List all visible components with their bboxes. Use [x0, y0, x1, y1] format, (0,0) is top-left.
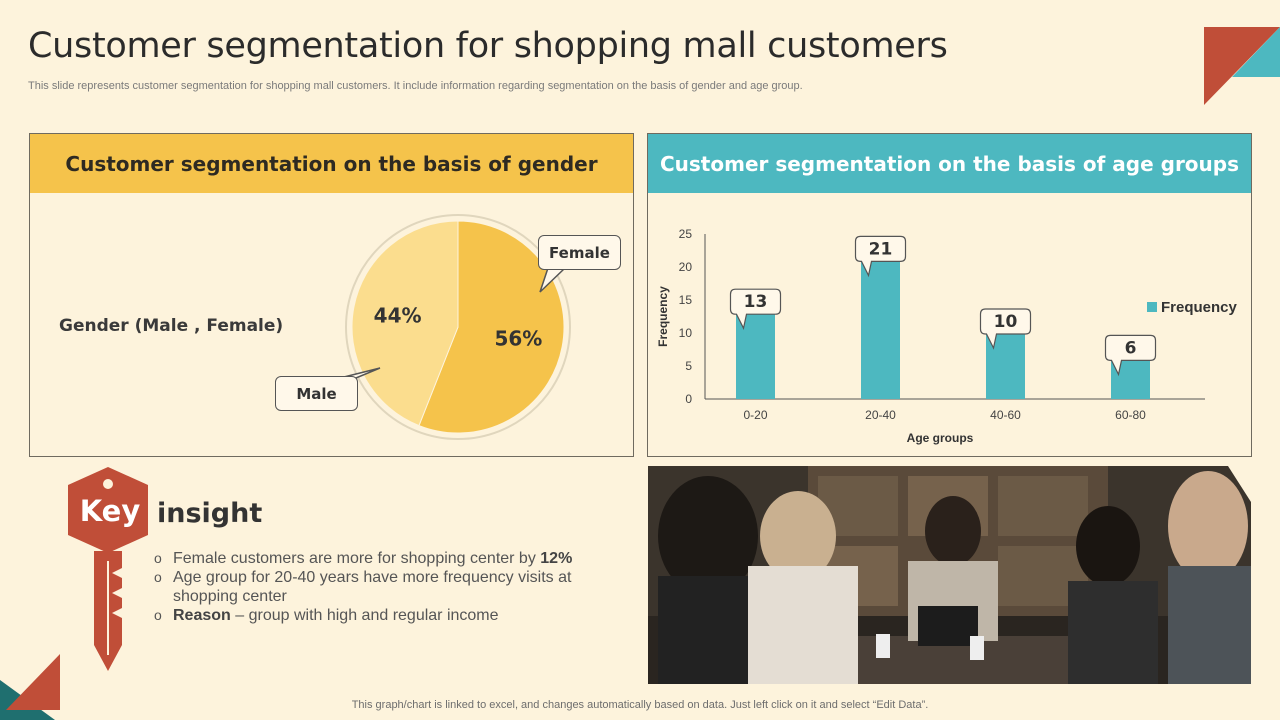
insight-bold: Reason	[173, 607, 231, 624]
bullet-icon: o	[154, 607, 162, 623]
bullet-icon: o	[154, 569, 162, 585]
insight-text: Age group for 20-40 years have more freq…	[173, 569, 572, 605]
insight-text: – group with high and regular income	[230, 607, 499, 624]
gender-label: Gender (Male , Female)	[59, 316, 284, 336]
bullet-icon: o	[154, 550, 162, 566]
gender-segmentation-panel: Customer segmentation on the basis of ge…	[29, 133, 634, 457]
corner-decoration-top-right	[1204, 27, 1280, 105]
age-segmentation-panel: Customer segmentation on the basis of ag…	[647, 133, 1252, 457]
insight-text: Female customers are more for shopping c…	[173, 550, 541, 567]
footer-note: This graph/chart is linked to excel, and…	[351, 699, 929, 711]
meeting-photo	[648, 466, 1251, 684]
insight-word: insight	[157, 498, 263, 529]
insight-item: o Female customers are more for shopping…	[154, 549, 594, 568]
insight-list: o Female customers are more for shopping…	[154, 549, 594, 625]
pie-callout-female: Female	[538, 235, 621, 270]
pie-callout-male: Male	[275, 376, 358, 411]
key-icon	[68, 467, 148, 671]
page-title: Customer segmentation for shopping mall …	[28, 26, 948, 66]
key-word: Key	[79, 494, 141, 528]
gender-panel-heading: Customer segmentation on the basis of ge…	[30, 134, 633, 193]
insight-item: o Age group for 20-40 years have more fr…	[154, 568, 594, 606]
corner-decoration-bottom-left	[0, 654, 60, 720]
insight-bold: 12%	[540, 550, 573, 567]
insight-item: o Reason – group with high and regular i…	[154, 606, 594, 625]
age-panel-heading: Customer segmentation on the basis of ag…	[648, 134, 1251, 193]
page-subtitle: This slide represents customer segmentat…	[28, 80, 803, 92]
